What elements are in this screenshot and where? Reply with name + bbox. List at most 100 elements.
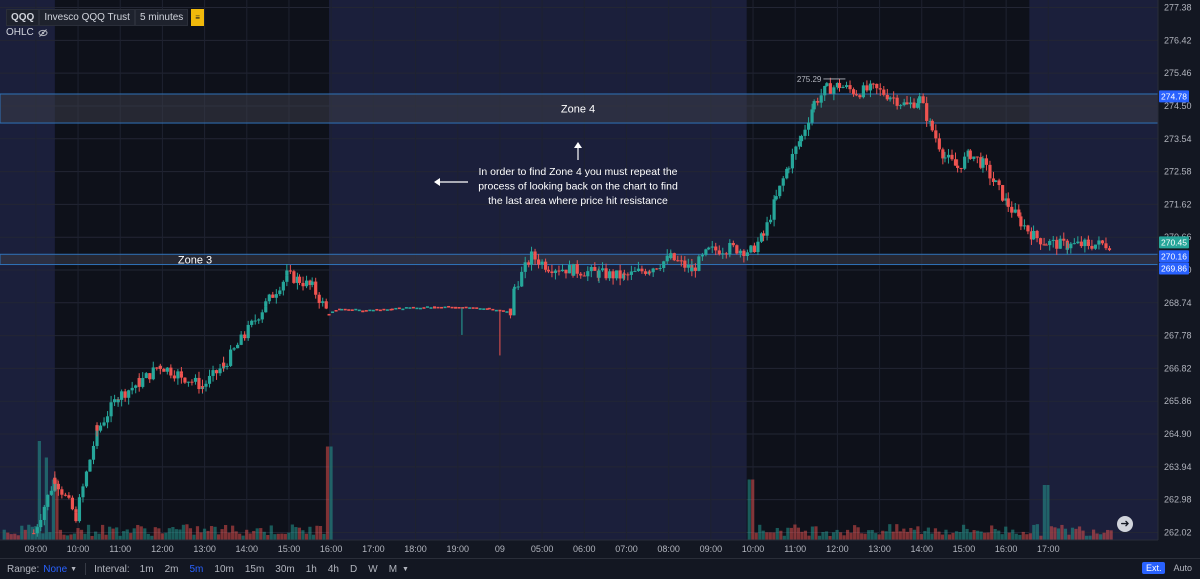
candle <box>828 83 832 94</box>
candle <box>710 246 714 248</box>
auto-scale-button[interactable]: Auto <box>1173 563 1192 573</box>
volume-bar <box>1070 527 1075 540</box>
interval-button-1m[interactable]: 1m <box>139 563 154 575</box>
interval-button-1h[interactable]: 1h <box>305 563 317 575</box>
candle <box>271 294 275 298</box>
annotation-text: process of looking back on the chart to … <box>478 181 678 193</box>
candle <box>930 120 934 131</box>
interval-button-4h[interactable]: 4h <box>327 563 339 575</box>
volume-bar <box>76 528 80 540</box>
volume-bar <box>986 532 990 540</box>
candle <box>934 130 938 139</box>
volume-bar <box>231 525 235 540</box>
candle <box>347 309 351 311</box>
interval-button-w[interactable]: W <box>368 563 378 575</box>
candle <box>281 281 285 291</box>
volume-bar <box>297 527 302 540</box>
candle <box>597 270 601 278</box>
candle <box>871 83 875 85</box>
candle <box>735 245 739 254</box>
candle <box>232 348 236 350</box>
candle <box>1004 198 1008 201</box>
interval-button-2m[interactable]: 2m <box>164 563 179 575</box>
candle <box>450 306 454 309</box>
volume-bar <box>48 532 52 540</box>
scroll-to-realtime-icon[interactable]: ➜ <box>1117 516 1133 532</box>
candle <box>350 309 354 311</box>
volume-bar <box>909 527 913 540</box>
volume-bar <box>835 529 839 540</box>
volume-bar <box>965 528 969 540</box>
candle <box>321 301 325 303</box>
candle <box>1058 238 1062 249</box>
volume-bar <box>20 525 24 540</box>
price-tick-label: 274.50 <box>1164 101 1192 111</box>
volume-bar <box>1081 530 1085 540</box>
candle <box>418 307 422 310</box>
volume-bar <box>79 529 84 540</box>
volume-bar <box>273 534 277 540</box>
volume-bar <box>923 530 927 540</box>
volume-bars <box>2 441 1113 540</box>
volume-bar <box>248 533 252 540</box>
volume-bar <box>895 524 899 540</box>
volume-bar <box>782 535 786 540</box>
interval-label[interactable]: 5 minutes <box>134 9 189 26</box>
ext-hours-button[interactable]: Ext. <box>1141 562 1166 574</box>
volume-bar <box>269 525 273 540</box>
interval-button-m[interactable]: M <box>388 563 398 575</box>
interval-button-30m[interactable]: 30m <box>275 563 295 575</box>
candle <box>975 156 979 158</box>
volume-bar <box>993 528 997 540</box>
candle <box>144 373 148 379</box>
interval-button-d[interactable]: D <box>350 563 358 575</box>
candle <box>63 494 67 496</box>
volume-bar <box>951 532 955 540</box>
candle <box>112 399 117 403</box>
volume-bar <box>262 531 266 540</box>
interval-toolbar-label: Interval: <box>94 563 130 575</box>
price-tick-label: 266.82 <box>1164 363 1192 373</box>
time-tick-label: 06:00 <box>573 544 596 554</box>
volume-bar <box>118 535 122 540</box>
volume-bar <box>174 529 179 540</box>
symbol-ticker[interactable]: QQQ <box>6 9 40 26</box>
candle <box>32 533 36 535</box>
volume-bar <box>1091 529 1096 540</box>
candle <box>662 261 666 269</box>
volume-bar <box>976 530 980 540</box>
candle <box>851 89 856 95</box>
candle <box>1035 230 1039 239</box>
candle <box>854 94 858 96</box>
interval-button-15m[interactable]: 15m <box>244 563 265 575</box>
candle <box>761 233 766 236</box>
volume-bar <box>150 535 154 540</box>
chevron-down-icon[interactable]: ▼ <box>402 565 409 573</box>
volume-bar <box>891 531 895 540</box>
candle <box>959 167 963 169</box>
candle <box>1026 225 1030 232</box>
candle <box>357 309 361 312</box>
candle <box>239 334 243 345</box>
hide-eye-icon[interactable] <box>38 28 48 38</box>
range-select[interactable]: None <box>43 563 68 575</box>
candle <box>875 83 879 89</box>
volume-bar <box>1102 532 1106 540</box>
candle <box>221 362 226 367</box>
arrow-left-icon <box>434 178 440 186</box>
candle <box>823 85 827 96</box>
candle <box>991 178 996 183</box>
candle <box>529 251 534 265</box>
candle <box>848 85 852 90</box>
volume-bar <box>940 534 945 540</box>
interval-button-10m[interactable]: 10m <box>214 563 234 575</box>
time-tick-label: 17:00 <box>1037 544 1060 554</box>
chevron-down-icon[interactable]: ▼ <box>70 565 78 573</box>
interval-button-5m[interactable]: 5m <box>189 563 204 575</box>
candle <box>378 309 382 312</box>
price-chart[interactable]: Zone 4 Zone 3 275.29 In order to find Zone… <box>0 0 1200 558</box>
time-tick-label: 11:00 <box>784 544 806 554</box>
candle <box>1090 245 1094 249</box>
volume-bar <box>153 527 157 540</box>
volume-bar <box>1060 524 1064 540</box>
